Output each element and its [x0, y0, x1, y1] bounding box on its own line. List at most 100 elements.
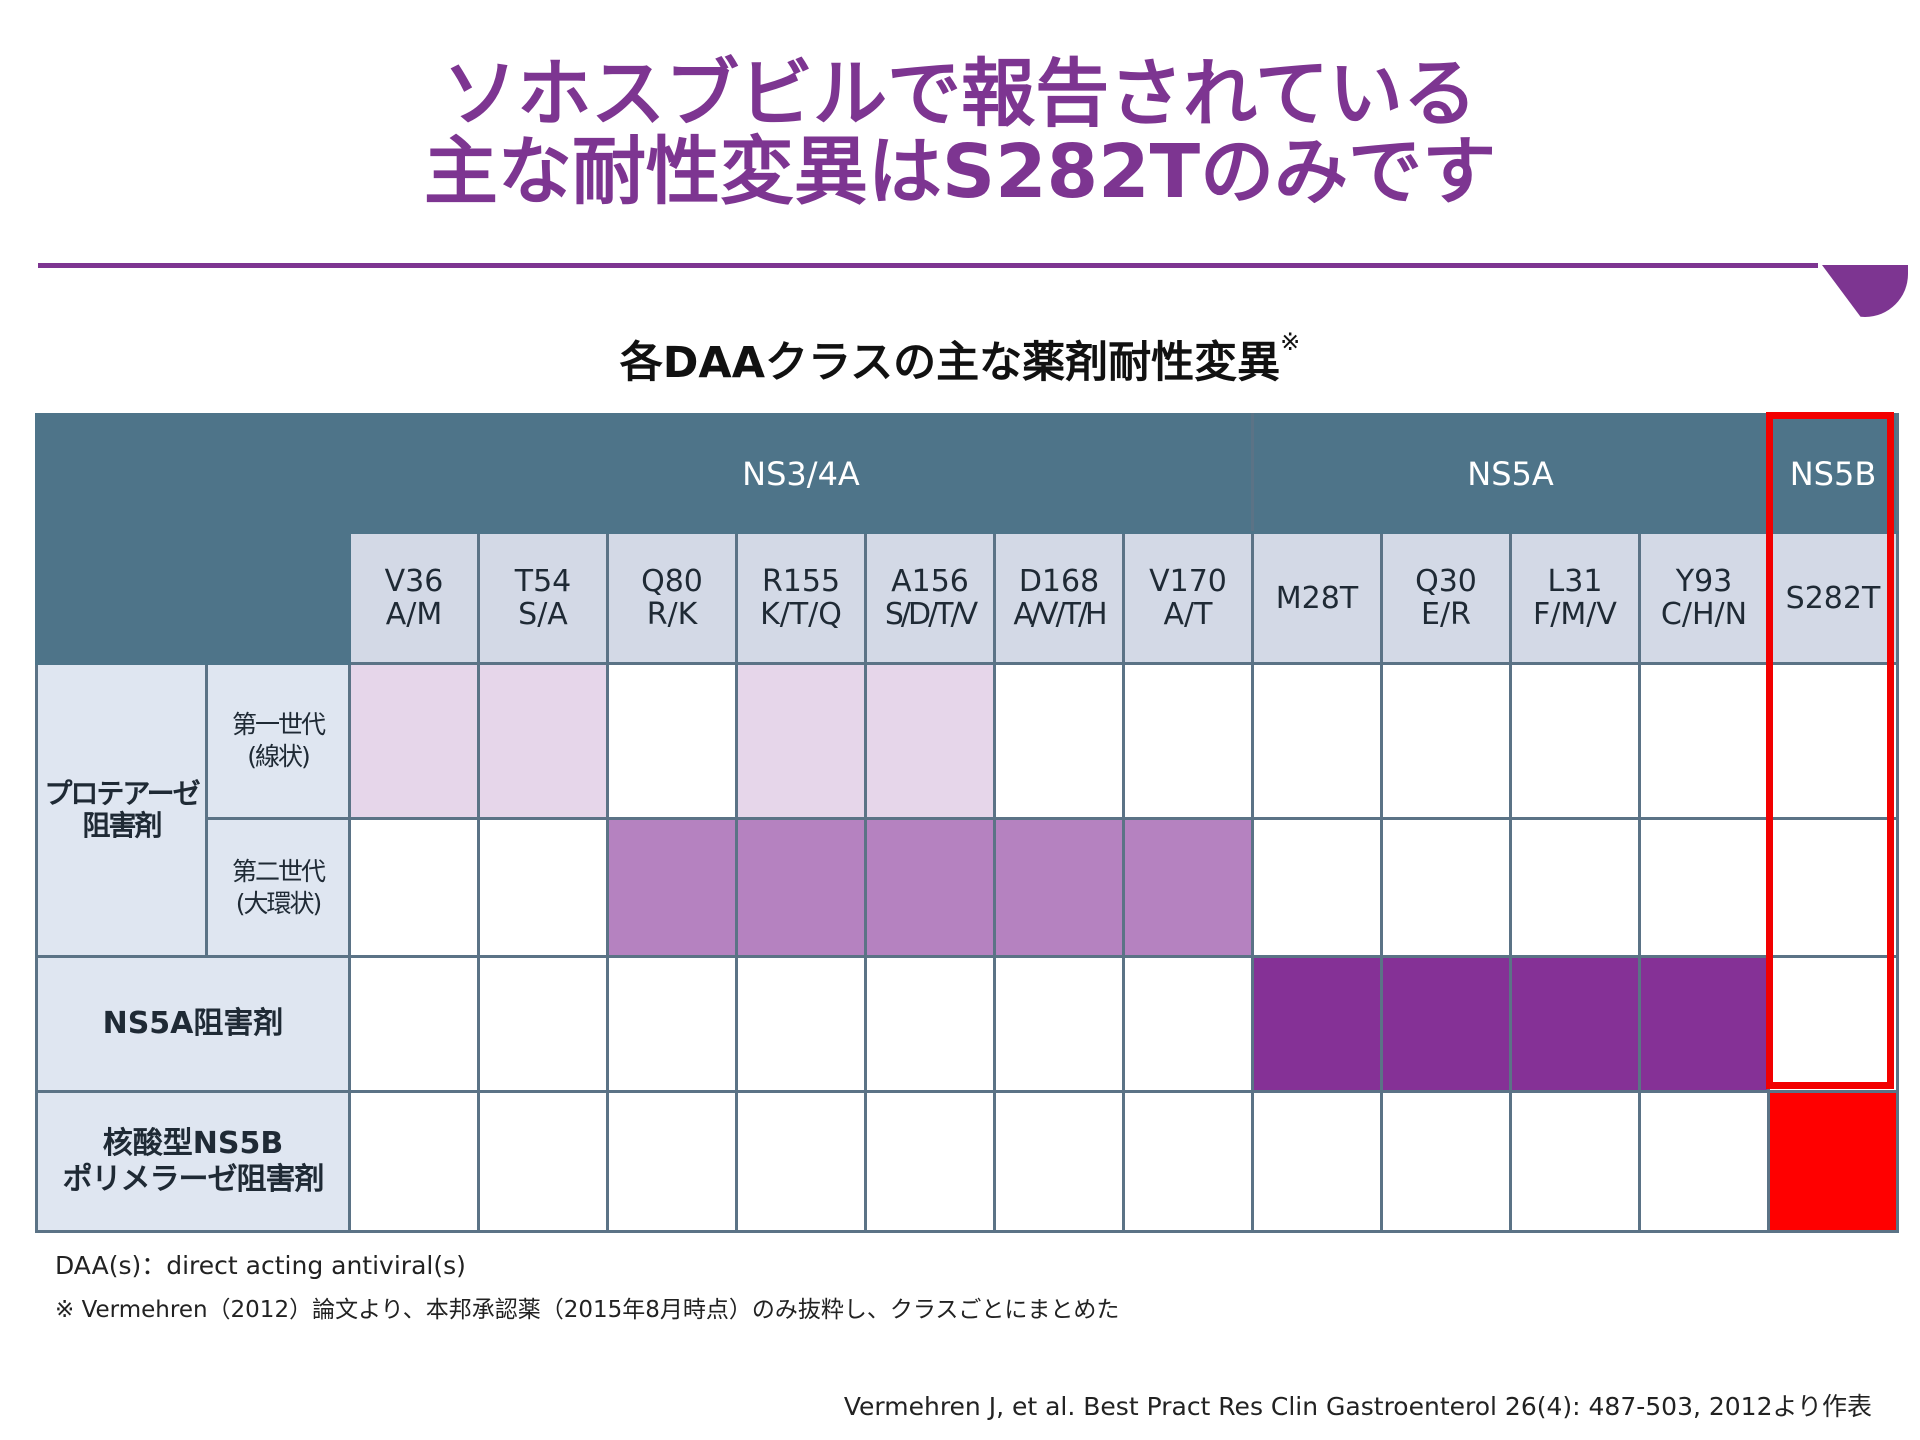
row-gen1: プロテアーゼ 阻害剤 第一世代 (線状): [35, 662, 1899, 958]
col-site: R155: [761, 564, 841, 599]
table-cell: [1509, 662, 1641, 820]
table-cell: [1122, 955, 1254, 1093]
resistance-table: NS3/4A NS5A NS5B V36 A/M T54 S/A Q80 R/K R1…: [35, 413, 1899, 1233]
table-cell: [477, 1090, 609, 1233]
title-line-2: 主な耐性変異はS282Tのみです: [423, 129, 1497, 215]
table-cell-dark: [1509, 955, 1641, 1093]
table-cell: [477, 955, 609, 1093]
table-cell: [993, 955, 1125, 1093]
table-cell: [1251, 1090, 1383, 1233]
page-title: ソホスブビルで報告されている 主な耐性変異はS282Tのみです: [0, 55, 1920, 211]
row-header-protease: プロテアーゼ 阻害剤: [35, 662, 208, 958]
col-header: A156 S/D/T/V: [864, 531, 996, 665]
group-ns34a: NS3/4A: [348, 413, 1254, 534]
table-cell: [348, 1090, 480, 1233]
col-site: Q80: [641, 564, 703, 599]
table-cell: [1638, 1090, 1770, 1233]
col-header: D168 A/V/T/H: [993, 531, 1125, 665]
col-site: D168: [1018, 564, 1100, 599]
table-cell: [348, 817, 480, 958]
col-site: V170: [1149, 564, 1227, 599]
table-cell-mid: [606, 817, 738, 958]
table-cell: [606, 662, 738, 820]
table-cell: [1122, 662, 1254, 820]
table-cell-light: [477, 662, 609, 820]
table-cell: [864, 955, 996, 1093]
col-variant: F/M/V: [1533, 597, 1617, 632]
title-line-1: ソホスブビルで報告されている: [443, 51, 1477, 137]
table-cell-light: [348, 662, 480, 820]
title-divider-cap: [1822, 265, 1908, 317]
col-variant: E/R: [1421, 597, 1471, 632]
table-cell: [1767, 662, 1899, 820]
col-header: Y93 C/H/N: [1638, 531, 1770, 665]
table-cell: [1509, 1090, 1641, 1233]
table-cell: [1122, 1090, 1254, 1233]
title-divider: [38, 263, 1818, 268]
table-cell: [1380, 817, 1512, 958]
row-gen2: 第二世代 (大環状): [37, 817, 1899, 958]
table-cell: [993, 1090, 1125, 1233]
col-site: L31: [1547, 564, 1603, 599]
row-header-ns5b: 核酸型NS5B ポリメラーゼ阻害剤: [35, 1090, 351, 1233]
table-cell-dark: [1638, 955, 1770, 1093]
col-header: L31 F/M/V: [1509, 531, 1641, 665]
col-variant: S/D/T/V: [884, 597, 978, 632]
table-cell: [993, 662, 1125, 820]
table-cell: [1638, 662, 1770, 820]
col-site: V36: [384, 564, 444, 599]
row-header-gen1: 第一世代 (線状): [205, 662, 351, 820]
table-cell-mid: [735, 817, 867, 958]
col-site: S282T: [1785, 580, 1881, 616]
table-cell-light: [864, 662, 996, 820]
table-title: 各DAAクラスの主な薬剤耐性変異※: [0, 328, 1920, 390]
table-cell-dark: [1380, 955, 1512, 1093]
source-note: ※ Vermehren（2012）論文より、本邦承認薬（2015年8月時点）のみ…: [55, 1297, 1120, 1323]
col-header: M28T: [1251, 531, 1383, 665]
table-cell: [606, 1090, 738, 1233]
group-ns5b: NS5B: [1767, 413, 1899, 534]
col-variant: R/K: [646, 597, 698, 632]
col-site: Q30: [1415, 564, 1477, 599]
table-cell-dark: [1251, 955, 1383, 1093]
table-cell: [477, 817, 609, 958]
col-site: M28T: [1275, 580, 1359, 616]
row-ns5a: NS5A阻害剤: [35, 955, 1899, 1093]
table-cell: [735, 1090, 867, 1233]
col-variant: K/T/Q: [760, 597, 842, 632]
table-cell: [348, 955, 480, 1093]
row-ns5b: 核酸型NS5B ポリメラーゼ阻害剤: [35, 1090, 1899, 1233]
col-site: T54: [514, 564, 572, 599]
col-header: T54 S/A: [477, 531, 609, 665]
table-cell-red: [1767, 1090, 1899, 1233]
col-header: R155 K/T/Q: [735, 531, 867, 665]
table-cell: [1380, 662, 1512, 820]
col-variant: A/M: [385, 597, 443, 632]
col-header: V170 A/T: [1122, 531, 1254, 665]
table-cell: [1380, 1090, 1512, 1233]
table-cell: [1767, 817, 1899, 958]
table-cell: [864, 1090, 996, 1233]
table-cell: [606, 955, 738, 1093]
table-title-mark: ※: [1280, 328, 1301, 356]
row-header-ns5a: NS5A阻害剤: [35, 955, 351, 1093]
col-header: Q30 E/R: [1380, 531, 1512, 665]
header-corner: [35, 413, 351, 665]
col-header: Q80 R/K: [606, 531, 738, 665]
table-cell: [1251, 817, 1383, 958]
table-cell-mid: [993, 817, 1125, 958]
col-site: A156: [891, 564, 969, 599]
col-variant: A/T: [1163, 597, 1213, 632]
col-header: V36 A/M: [348, 531, 480, 665]
col-header: S282T: [1767, 531, 1899, 665]
col-variant: C/H/N: [1660, 597, 1748, 632]
row-header-gen2: 第二世代 (大環状): [205, 817, 351, 958]
group-ns5a: NS5A: [1251, 413, 1770, 534]
citation: Vermehren J, et al. Best Pract Res Clin …: [843, 1392, 1872, 1421]
table-cell-mid: [864, 817, 996, 958]
table-cell: [735, 955, 867, 1093]
table-cell-mid: [1122, 817, 1254, 958]
col-site: Y93: [1675, 564, 1733, 599]
col-variant: S/A: [518, 597, 568, 632]
table-cell: [1638, 817, 1770, 958]
